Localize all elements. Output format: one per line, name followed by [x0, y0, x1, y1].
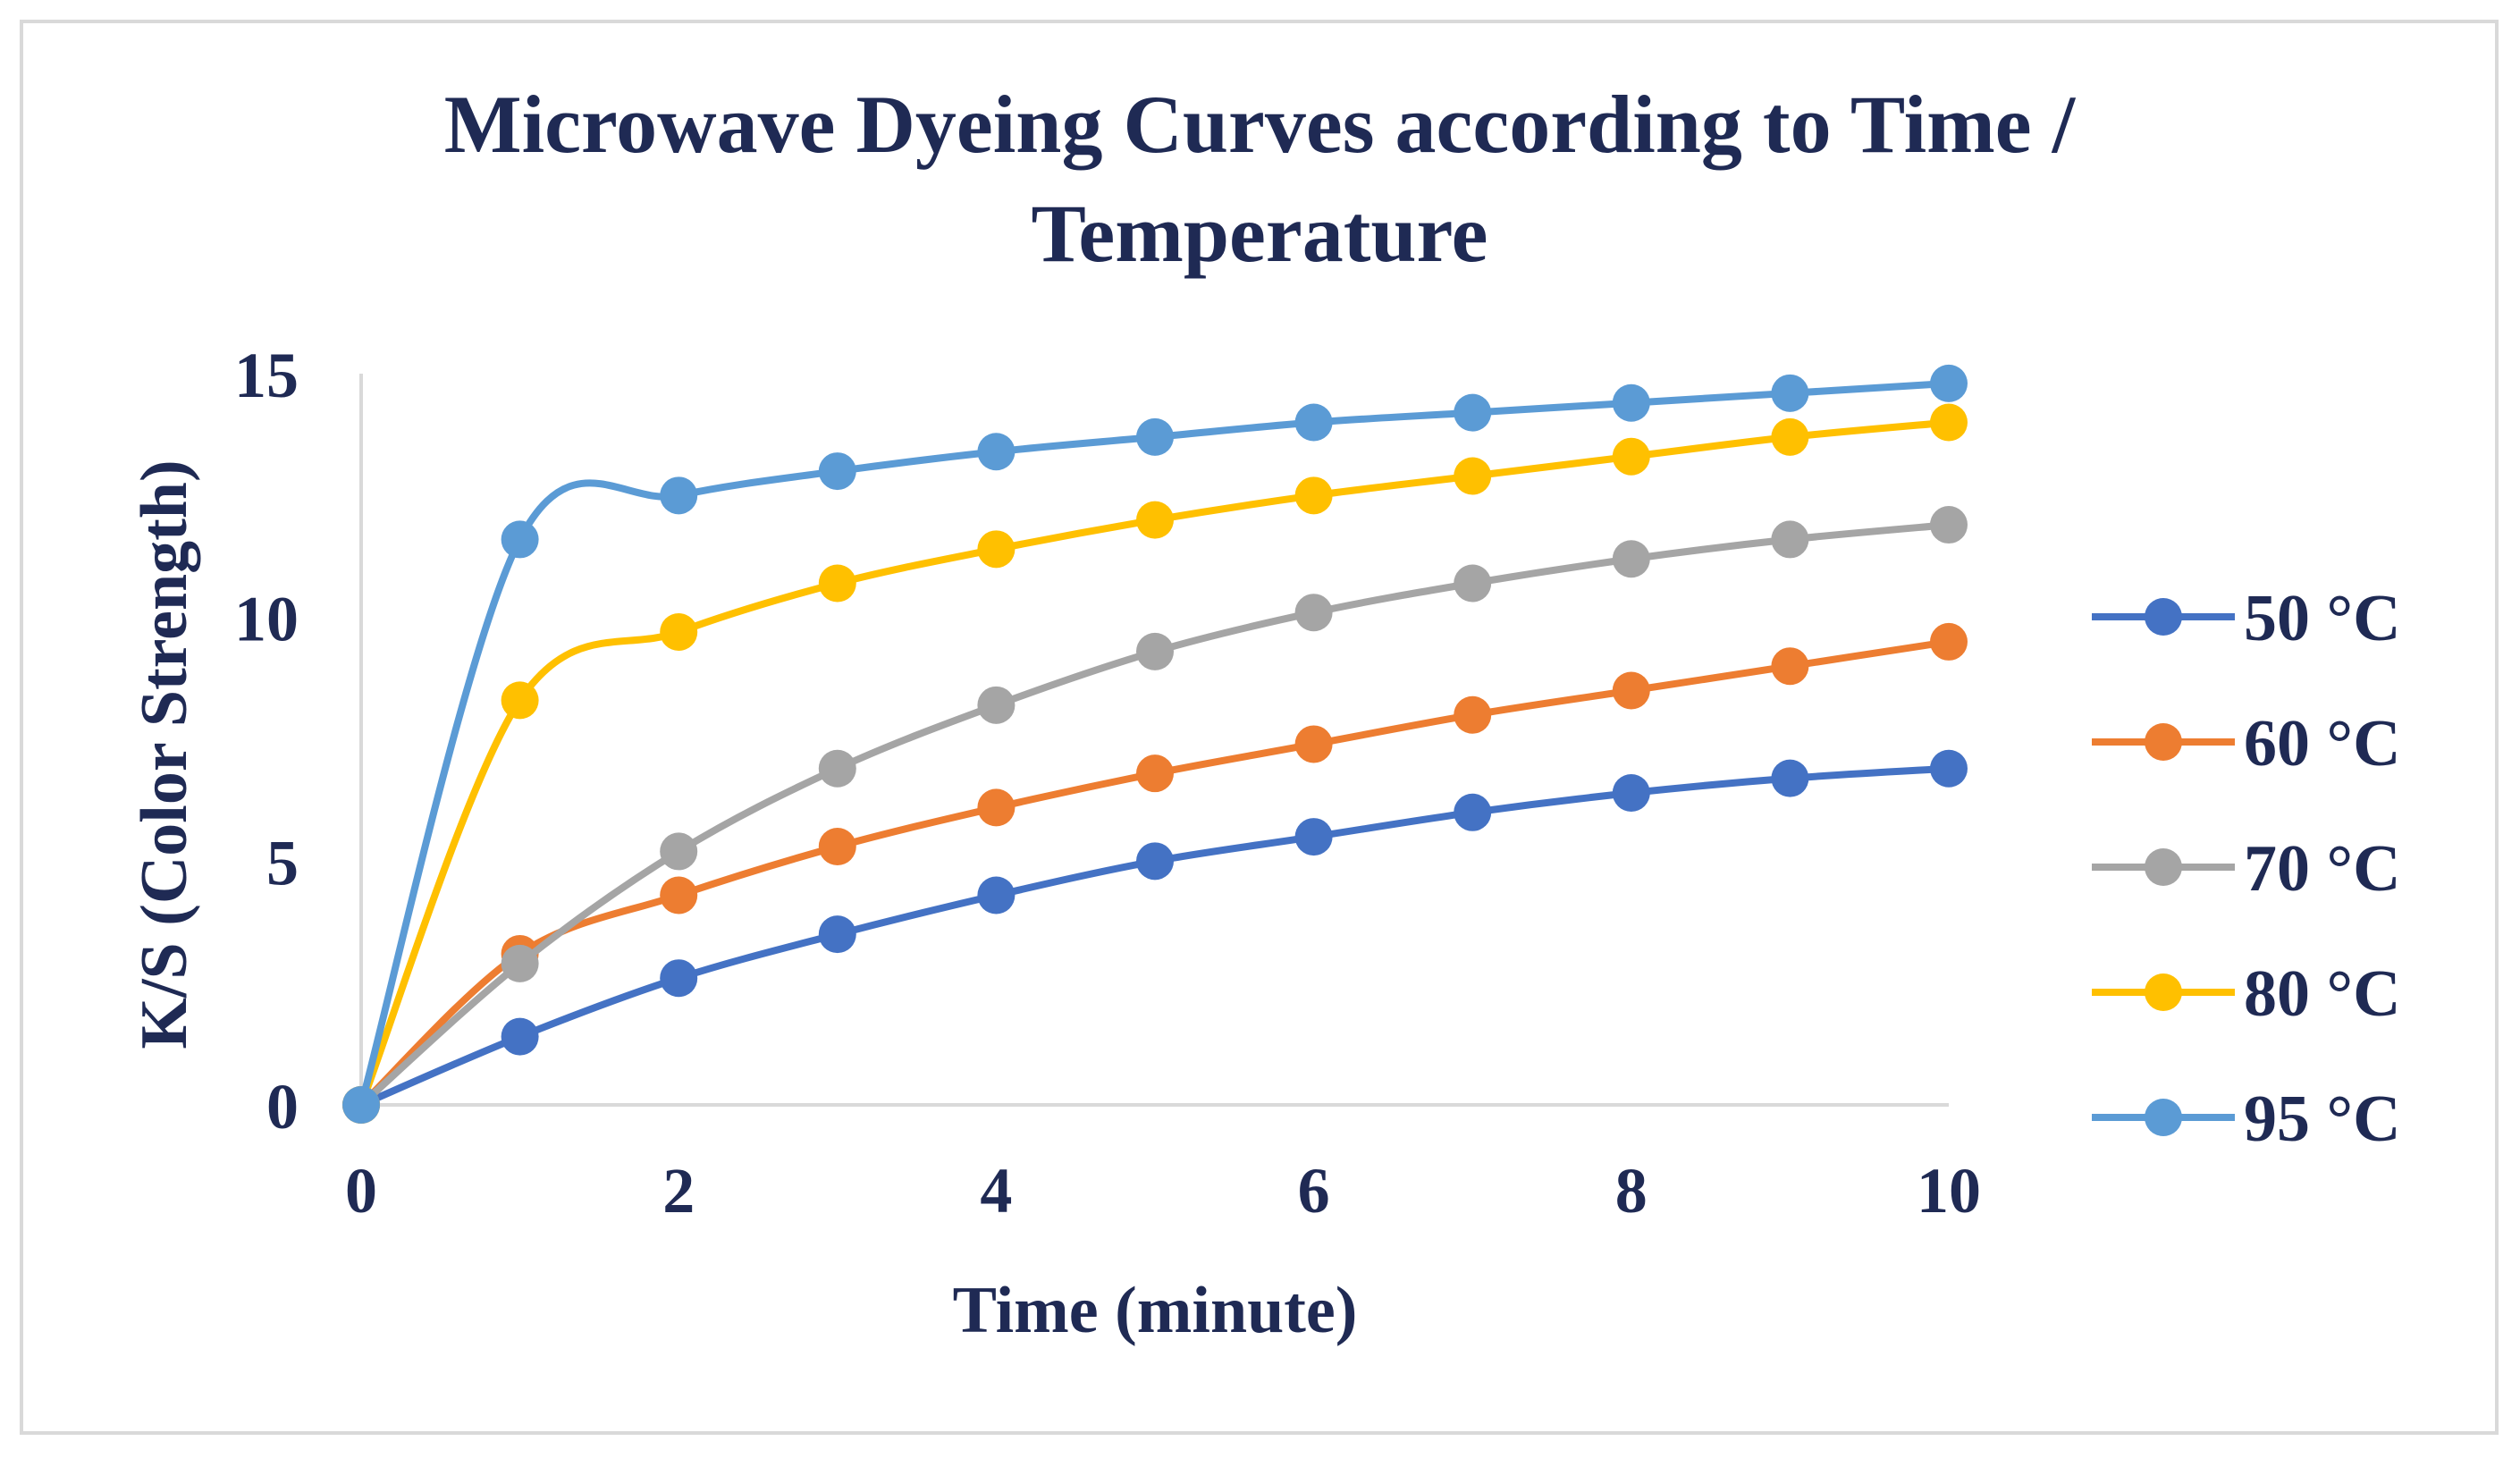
data-point: [1612, 383, 1650, 422]
y-tick-label: 5: [266, 827, 299, 898]
data-point: [1930, 506, 1968, 544]
data-point: [1612, 671, 1650, 710]
data-point: [1771, 520, 1809, 559]
data-point: [660, 876, 698, 914]
data-point: [660, 476, 698, 515]
data-point: [501, 944, 539, 982]
data-point: [660, 613, 698, 652]
legend-item: 80 °C: [2092, 957, 2401, 1031]
series-50c: [342, 749, 1968, 1124]
data-point: [1294, 403, 1333, 442]
data-point: [342, 1086, 380, 1124]
data-point: [1930, 364, 1968, 402]
legend-marker: [2145, 598, 2182, 636]
data-point: [1454, 564, 1492, 603]
data-point: [1771, 647, 1809, 686]
tick-labels: 0 2 4 6 8 10 0 5 10 15: [234, 340, 1981, 1226]
data-point: [1771, 417, 1809, 456]
data-point: [1136, 842, 1174, 881]
data-point: [501, 1017, 539, 1056]
series-lines: [342, 364, 1968, 1124]
legend-item: 60 °C: [2092, 707, 2401, 780]
data-point: [1294, 594, 1333, 632]
data-point: [1930, 403, 1968, 442]
data-point: [1294, 476, 1333, 515]
data-point: [1612, 540, 1650, 578]
x-axis-title: Time (minute): [953, 1274, 1358, 1347]
data-point: [660, 959, 698, 998]
y-tick-label: 15: [234, 340, 299, 411]
series-70c: [342, 506, 1968, 1124]
data-point: [501, 681, 539, 720]
data-point: [1454, 457, 1492, 495]
data-point: [818, 564, 856, 603]
legend-marker: [2145, 1099, 2182, 1136]
data-point: [1612, 437, 1650, 476]
data-point: [1930, 622, 1968, 661]
x-tick-label: 2: [662, 1155, 695, 1226]
legend-item: 95 °C: [2092, 1083, 2401, 1156]
x-tick-label: 4: [980, 1155, 1012, 1226]
legend-marker: [2145, 973, 2182, 1011]
series-95c: [342, 364, 1968, 1124]
axes: [359, 374, 1949, 1107]
data-point: [1294, 725, 1333, 763]
x-tick-label: 8: [1615, 1155, 1648, 1226]
x-tick-label: 6: [1298, 1155, 1330, 1226]
data-point: [818, 452, 856, 491]
data-point: [977, 530, 1016, 569]
legend: 50 °C 60 °C 70 °C 80 °C 95 °C: [2092, 582, 2401, 1156]
data-point: [1294, 818, 1333, 856]
series-line: [358, 764, 1952, 1108]
legend-label: 80 °C: [2244, 957, 2401, 1031]
data-point: [818, 915, 856, 954]
data-point: [1454, 393, 1492, 432]
data-point: [501, 520, 539, 559]
legend-item: 50 °C: [2092, 582, 2401, 655]
data-point: [977, 788, 1016, 827]
legend-item: 70 °C: [2092, 832, 2401, 906]
data-point: [1771, 374, 1809, 412]
legend-label: 50 °C: [2244, 582, 2401, 655]
data-point: [1136, 501, 1174, 539]
data-point: [1771, 759, 1809, 797]
data-point: [1612, 773, 1650, 812]
legend-marker: [2145, 723, 2182, 761]
data-point: [977, 876, 1016, 914]
series-line: [358, 418, 1952, 1108]
data-point: [1136, 417, 1174, 456]
legend-label: 60 °C: [2244, 707, 2401, 780]
legend-marker: [2145, 848, 2182, 886]
data-point: [1454, 793, 1492, 831]
y-axis-title: K/S (Color Strength): [128, 459, 201, 1049]
data-point: [818, 749, 856, 788]
series-line: [358, 379, 1952, 1108]
chart-frame: [20, 20, 2499, 1435]
data-point: [1454, 695, 1492, 734]
legend-label: 95 °C: [2244, 1083, 2401, 1156]
data-point: [818, 827, 856, 865]
legend-label: 70 °C: [2244, 832, 2401, 906]
series-line: [358, 521, 1952, 1108]
data-point: [1930, 749, 1968, 788]
y-tick-label: 0: [266, 1071, 299, 1142]
chart-title-line-2: Temperature: [1031, 188, 1488, 279]
data-point: [1136, 754, 1174, 793]
chart-title-line-1: Microwave Dyeing Curves according to Tim…: [444, 79, 2077, 170]
data-point: [1136, 632, 1174, 670]
x-tick-label: 0: [345, 1155, 377, 1226]
data-point: [977, 433, 1016, 471]
x-tick-label: 10: [1917, 1155, 1981, 1226]
data-point: [977, 686, 1016, 724]
data-point: [660, 832, 698, 871]
y-tick-label: 10: [234, 584, 299, 655]
